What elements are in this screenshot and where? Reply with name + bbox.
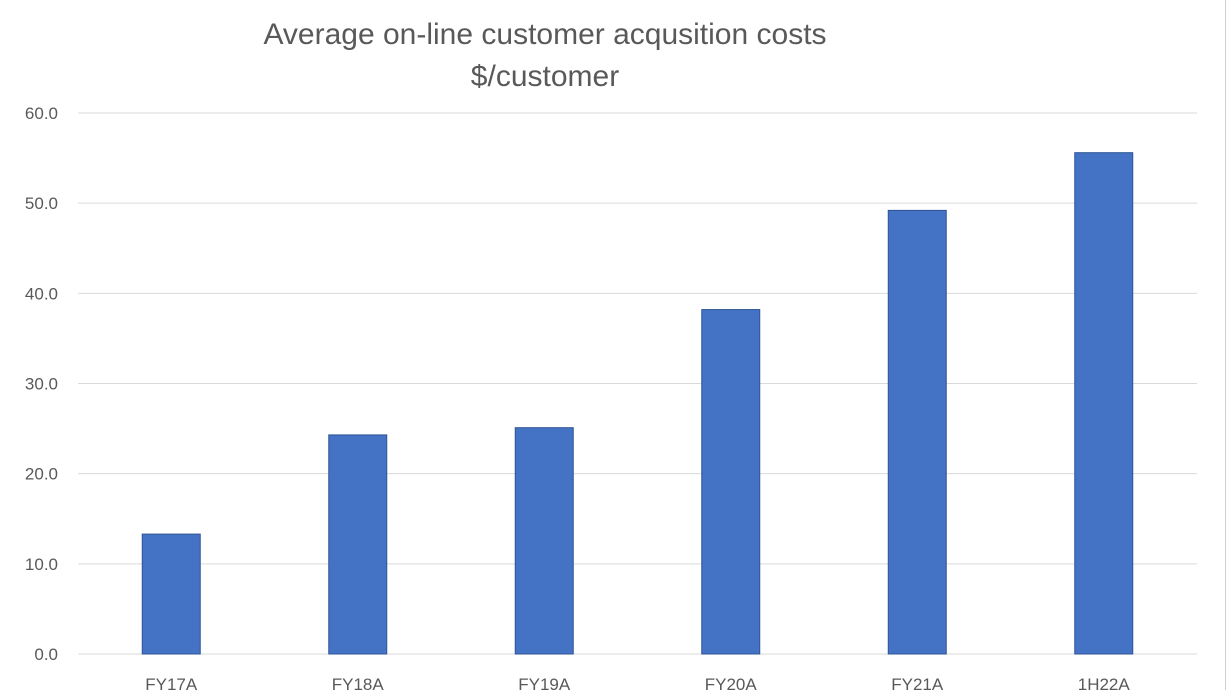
bar-fy20a bbox=[701, 309, 761, 655]
x-tick-label: FY17A bbox=[145, 675, 198, 690]
y-tick-label: 30.0 bbox=[25, 375, 58, 394]
y-tick-label: 0.0 bbox=[34, 645, 58, 664]
bar-fy19a bbox=[514, 427, 574, 655]
y-tick-label: 50.0 bbox=[25, 194, 58, 213]
bar-fy17a bbox=[141, 533, 201, 655]
y-tick-label: 20.0 bbox=[25, 465, 58, 484]
bar-1h22a bbox=[1074, 152, 1134, 655]
x-axis-ticks: FY17A FY18A FY19A FY20A FY21A 1H22A bbox=[145, 675, 1130, 690]
chart-title: Average on-line customer acqusition cost… bbox=[263, 18, 826, 51]
x-tick-label: FY19A bbox=[518, 675, 571, 690]
x-tick-label: 1H22A bbox=[1078, 675, 1131, 690]
bar-fy21a bbox=[887, 209, 947, 655]
y-axis-ticks: 0.0 10.0 20.0 30.0 40.0 50.0 60.0 bbox=[25, 104, 58, 664]
y-tick-label: 40.0 bbox=[25, 284, 58, 303]
bars bbox=[141, 152, 1134, 655]
y-tick-label: 60.0 bbox=[25, 104, 58, 123]
x-tick-label: FY20A bbox=[705, 675, 758, 690]
gridlines bbox=[78, 112, 1197, 655]
x-tick-label: FY21A bbox=[891, 675, 944, 690]
y-tick-label: 10.0 bbox=[25, 555, 58, 574]
bar-fy18a bbox=[328, 434, 388, 655]
x-tick-label: FY18A bbox=[332, 675, 385, 690]
chart-subtitle: $/customer bbox=[471, 60, 619, 93]
